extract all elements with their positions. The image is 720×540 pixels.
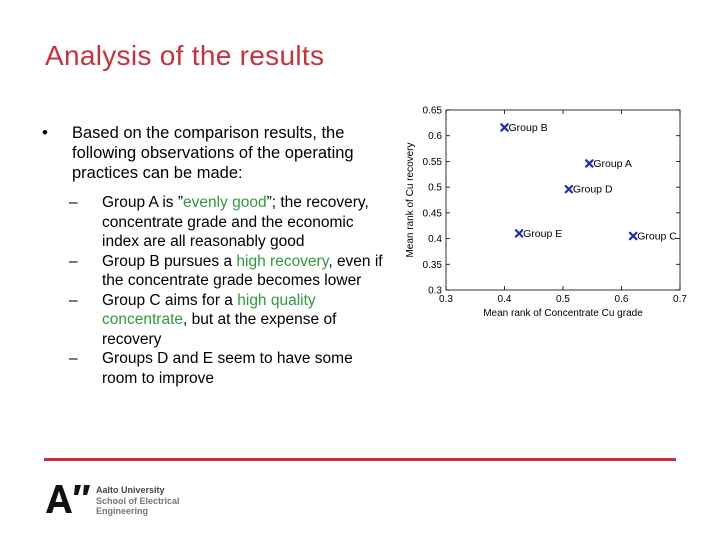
sub-item-text: ”; the recovery, concentrate grade and t… [102, 194, 369, 250]
y-tick-label: 0.6 [428, 131, 442, 142]
data-point: Group B [500, 122, 548, 134]
sub-item-text: , even if the concentrate grade becomes … [102, 252, 383, 290]
x-tick-label: 0.5 [556, 294, 570, 305]
point-marker [500, 123, 509, 132]
point-marker [628, 231, 638, 241]
logo-line-2: School of Electrical [96, 495, 180, 506]
scatter-chart-svg: 0.30.350.40.450.50.550.60.65 0.3 0.4 0.5 0.… [405, 106, 687, 320]
x-tick-label: 0.4 [498, 294, 512, 305]
aalto-logo: Aalto University School of Electrical En… [44, 483, 204, 517]
sub-list: – Group A is ”evenly good”; the recovery… [42, 193, 392, 388]
highlight-text: high quality concentrate [102, 291, 316, 329]
main-bullet: • Based on the comparison results, the f… [42, 123, 392, 183]
point-label: Group E [523, 228, 562, 240]
y-tick-label: 0.5 [428, 183, 442, 194]
main-bullet-text: Based on the comparison results, the fol… [72, 124, 354, 182]
plot-frame [445, 109, 681, 291]
x-tick-label: 0.3 [439, 294, 453, 305]
point-marker [585, 159, 594, 168]
data-point: Group A [585, 158, 632, 170]
scatter-chart: 0.3 0.35 0.4 0.45 0.5 0.55 0.6 0.65 0.3 0.4 0.5 0.… [400, 98, 700, 330]
logo-line-3: Engineering [96, 506, 149, 516]
y-tick-label: 0.45 [423, 208, 443, 219]
y-tick-label: 0.35 [423, 260, 443, 271]
dash-symbol: – [69, 291, 78, 309]
sub-item-text: Groups D and E seem to have some room to… [102, 350, 353, 387]
y-axis-label: Mean rank of Cu recovery [405, 142, 416, 257]
x-axis-label: Mean rank of Concentrate Cu grade [483, 308, 643, 319]
x-axis-ticks: 0.3 0.4 0.5 0.6 0.7 [439, 110, 687, 305]
dash-symbol: – [69, 194, 78, 211]
data-point: Group D [564, 184, 613, 196]
y-tick-label: 0.3 [428, 286, 442, 297]
sub-item-group-c: – Group C aims for a high quality concen… [69, 291, 392, 350]
aalto-logo-mark [46, 485, 90, 513]
sub-item-groups-d-e: – Groups D and E seem to have some room … [69, 349, 392, 388]
x-tick-label: 0.6 [615, 294, 629, 305]
point-label: Group B [509, 122, 548, 134]
y-tick-label: 0.55 [423, 157, 443, 168]
dash-symbol: – [69, 252, 78, 270]
point-label: Group D [573, 184, 613, 196]
x-tick-label: 0.7 [673, 294, 687, 305]
y-tick-label: 0.4 [428, 234, 442, 245]
sub-item-group-b: – Group B pursues a high recovery, even … [69, 252, 392, 291]
aalto-logo-text: Aalto University School of Electrical En… [96, 485, 180, 517]
point-marker [564, 184, 574, 194]
highlight-text: evenly good [182, 194, 267, 211]
y-tick-label: 0.65 [423, 106, 443, 117]
sub-item-text: Group C aims for a [102, 291, 238, 309]
point-label: Group C [637, 231, 677, 243]
sub-item-text: , but at the expense of recovery [102, 311, 337, 348]
point-marker [514, 229, 524, 238]
slide-content: • Based on the comparison results, the f… [42, 123, 392, 388]
sub-item-text: Group B pursues a [102, 252, 237, 270]
y-axis-ticks: 0.3 0.35 0.4 0.45 0.5 0.55 0.6 0.65 [423, 106, 680, 297]
data-point: Group C [628, 231, 677, 243]
footer-divider [44, 458, 676, 461]
bullet-symbol: • [42, 124, 48, 142]
data-point: Group E [514, 228, 562, 240]
sub-item-text: Group A is ” [102, 194, 183, 211]
point-label: Group A [593, 158, 632, 170]
highlight-text: high recovery [236, 252, 329, 270]
data-points: Group B Group A Group D Group E Group C [500, 122, 677, 243]
sub-item-group-a: – Group A is ”evenly good”; the recovery… [69, 193, 392, 252]
slide-title: Analysis of the results [45, 40, 325, 71]
logo-line-1: Aalto University [96, 485, 165, 495]
dash-symbol: – [69, 350, 78, 367]
